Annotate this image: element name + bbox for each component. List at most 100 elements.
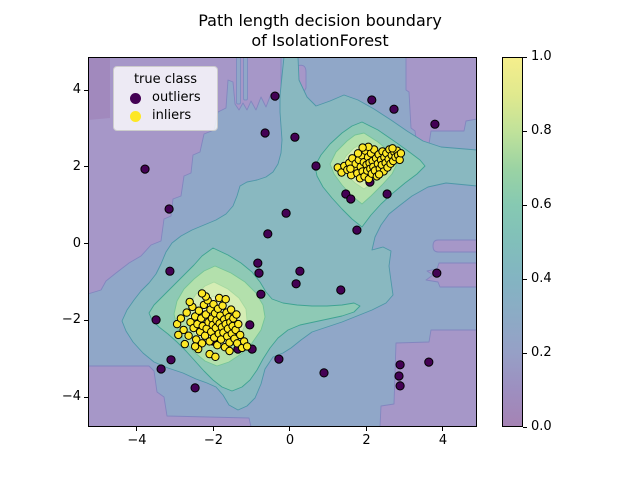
y-tick-mark [84, 89, 88, 91]
scatter-point [190, 342, 200, 351]
scatter-point [213, 341, 222, 350]
y-tick-mark [84, 166, 88, 168]
scatter-point [234, 319, 243, 329]
scatter-point [151, 315, 161, 325]
scatter-point [352, 225, 362, 235]
y-tick-mark [84, 243, 88, 245]
scatter-point [263, 229, 273, 239]
x-tick-label: 0 [285, 433, 295, 448]
x-tick-mark [212, 427, 214, 431]
series-inliers [333, 142, 406, 184]
scatter-point [172, 319, 182, 329]
legend-row-outliers: outliers [114, 89, 217, 107]
scatter-point [236, 330, 245, 340]
contour-band-purple-corner-dark [88, 57, 110, 120]
scatter-point [382, 189, 392, 199]
scatter-point [165, 266, 175, 276]
colorbar-tick-label: 0.6 [531, 197, 552, 212]
scatter-point [395, 381, 405, 391]
contour-band-purple-bottomleft [88, 365, 252, 427]
y-tick-label: −4 [61, 389, 81, 405]
scatter-point [290, 132, 300, 142]
chart-title-line1: Path length decision boundary [198, 11, 442, 30]
scatter-point [256, 289, 266, 299]
scatter-point [253, 258, 263, 268]
scatter-point [274, 354, 284, 364]
scatter-point [388, 144, 397, 153]
scatter-point [232, 310, 241, 319]
colorbar-tick-mark [523, 426, 527, 428]
colorbar-tick-mark [523, 130, 527, 132]
scatter-point [319, 368, 329, 378]
scatter-point [245, 320, 255, 330]
x-tick-label: −2 [203, 433, 224, 448]
colorbar-tick-label: 0.4 [531, 271, 552, 286]
scatter-point [254, 268, 264, 278]
colorbar-tick-label: 1.0 [531, 49, 552, 64]
legend-marker-inliers-icon [130, 110, 141, 122]
x-tick-label: 2 [362, 433, 371, 448]
scatter-point [242, 342, 252, 351]
chart-title-line2: of IsolationForest [251, 31, 389, 50]
colorbar-tick-mark [523, 352, 527, 354]
scatter-point [182, 308, 191, 317]
scatter-point [185, 297, 194, 307]
scatter-point [281, 208, 291, 218]
colorbar-tick-label: 0.8 [531, 123, 552, 138]
scatter-point [430, 119, 440, 129]
x-tick-mark [365, 427, 367, 431]
scatter-point [358, 143, 367, 152]
scatter-point [424, 357, 434, 367]
contour-notch-blue-2 [243, 57, 248, 101]
scatter-point [166, 355, 176, 365]
colorbar-tick-mark [523, 278, 527, 280]
y-tick-label: 2 [72, 158, 81, 174]
contour-band-purple-strip-a [432, 239, 477, 253]
y-tick-label: 4 [72, 82, 81, 97]
scatter-point [174, 330, 183, 340]
colorbar-tick-mark [523, 56, 527, 58]
scatter-point [336, 285, 346, 295]
scatter-point [197, 339, 207, 348]
y-tick-label: 0 [72, 235, 81, 251]
colorbar-tick-mark [523, 204, 527, 206]
scatter-point [225, 346, 234, 356]
scatter-points [140, 91, 442, 393]
scatter-point [184, 331, 193, 340]
scatter-point [389, 104, 399, 114]
legend-label-outliers: outliers [152, 90, 201, 105]
x-tick-label: 4 [438, 433, 448, 448]
scatter-point [211, 352, 220, 361]
legend: true class outliers inliers [113, 66, 218, 131]
contour-band-purple-bottomright [379, 329, 477, 427]
scatter-point [395, 360, 405, 370]
scatter-point [367, 95, 377, 105]
scatter-point [291, 279, 301, 289]
scatter-point [140, 164, 150, 174]
contour-notch-blue-1 [236, 57, 241, 105]
scatter-point [164, 204, 174, 214]
x-tick-mark [136, 427, 138, 431]
scatter-point [396, 149, 406, 158]
scatter-point [374, 170, 384, 179]
y-tick-label: −2 [61, 312, 81, 328]
scatter-point [260, 128, 270, 138]
scatter-point [176, 314, 186, 323]
scatter-point [353, 149, 363, 158]
legend-label-inliers: inliers [152, 108, 192, 123]
scatter-point [346, 164, 355, 173]
x-tick-mark [442, 427, 444, 431]
scatter-point [179, 325, 188, 335]
scatter-point [226, 305, 236, 314]
colorbar-tick-label: 0.2 [531, 345, 552, 360]
legend-title: true class [133, 72, 198, 87]
scatter-point [197, 289, 207, 298]
x-tick-label: −4 [127, 433, 147, 448]
legend-marker-outliers-icon [130, 92, 141, 104]
axes-spines [88, 57, 477, 427]
chart-title: Path length decision boundary of Isolati… [0, 11, 640, 51]
scatter-point [194, 306, 204, 315]
scatter-point [394, 371, 404, 381]
x-tick-mark [289, 427, 291, 431]
